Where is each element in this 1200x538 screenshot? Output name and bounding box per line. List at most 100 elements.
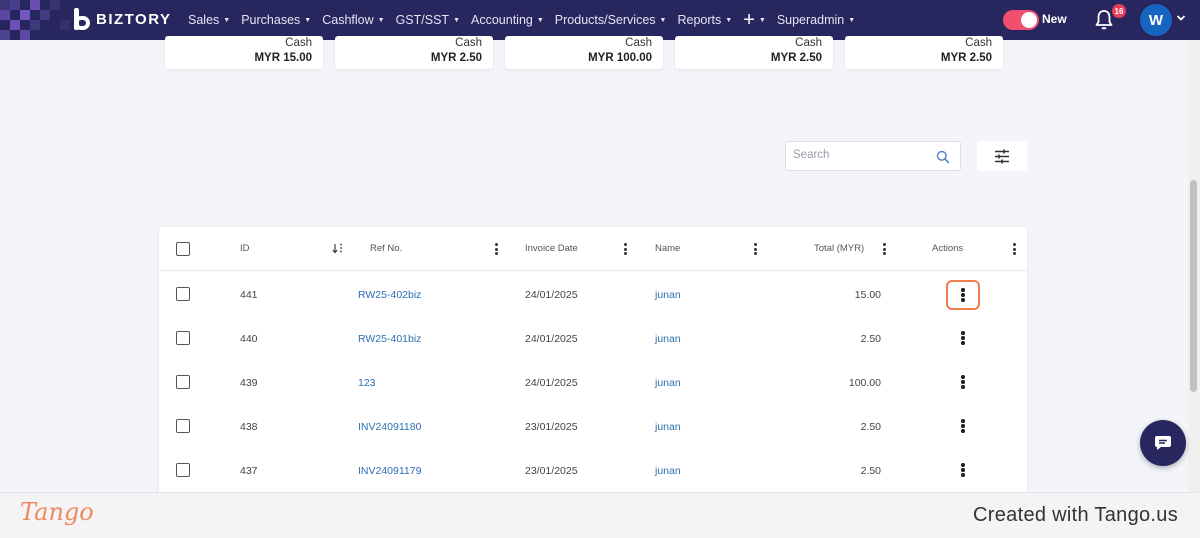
avatar[interactable]: W [1140, 4, 1172, 36]
sort-desc-icon[interactable] [332, 243, 344, 254]
cell-date: 24/01/2025 [525, 333, 578, 345]
row-checkbox[interactable] [176, 375, 190, 389]
scrollbar-thumb[interactable] [1190, 180, 1197, 392]
cell-name-link[interactable]: junan [655, 421, 681, 433]
row-checkbox[interactable] [176, 331, 190, 345]
row-actions-button[interactable] [946, 280, 980, 310]
cell-name-link[interactable]: junan [655, 333, 681, 345]
nav-superadmin[interactable]: Superadmin ▼ [777, 13, 855, 27]
column-menu-icon[interactable] [624, 243, 628, 255]
column-menu-icon[interactable] [883, 243, 887, 255]
caret-down-icon: ▼ [377, 16, 385, 24]
cell-date: 24/01/2025 [525, 377, 578, 389]
header-name[interactable]: Name [655, 243, 681, 254]
page-scrollbar[interactable] [1188, 40, 1200, 492]
tango-logo: Tango [20, 498, 94, 526]
table-row[interactable]: 441 RW25-402biz 24/01/2025 junan 15.00 [159, 272, 1027, 316]
row-checkbox[interactable] [176, 463, 190, 477]
cell-ref-link[interactable]: INV24091180 [358, 421, 422, 433]
row-actions-button[interactable] [946, 323, 980, 353]
select-all-checkbox[interactable] [176, 242, 190, 256]
cell-name-link[interactable]: junan [655, 465, 681, 477]
row-checkbox[interactable] [176, 287, 190, 301]
nav-gst-sst[interactable]: GST/SST ▼ [396, 13, 460, 27]
card-amount: MYR 100.00 [588, 52, 652, 64]
table-row[interactable]: 440 RW25-401biz 24/01/2025 junan 2.50 [159, 316, 1027, 360]
toggle-label: New [1042, 12, 1067, 26]
caret-down-icon: ▼ [659, 16, 667, 24]
caret-down-icon: ▼ [725, 16, 733, 24]
column-menu-icon[interactable] [495, 243, 499, 255]
table-row[interactable]: 439 123 24/01/2025 junan 100.00 [159, 360, 1027, 404]
cell-id: 441 [240, 289, 258, 301]
more-vertical-icon [961, 462, 965, 479]
search-box [785, 141, 961, 171]
cell-name-link[interactable]: junan [655, 289, 681, 301]
caret-down-icon: ▼ [848, 16, 856, 24]
search-input[interactable] [793, 149, 933, 161]
summary-card[interactable]: Cash MYR 15.00 [165, 36, 323, 69]
chat-button[interactable] [1140, 420, 1186, 466]
main-menu: Sales ▼ Purchases ▼ Cashflow ▼ GST/SST ▼ Acc… [188, 0, 866, 40]
table-row[interactable]: 437 INV24091179 23/01/2025 junan 2.50 [159, 448, 1027, 492]
header-invoice-date[interactable]: Invoice Date [525, 243, 578, 254]
filter-button[interactable] [977, 141, 1027, 171]
row-actions-button[interactable] [946, 367, 980, 397]
decorative-pixel-pattern [0, 0, 80, 40]
more-vertical-icon [961, 374, 965, 391]
header-id[interactable]: ID [240, 243, 250, 254]
nav-quick-add[interactable]: + ▼ [743, 10, 766, 30]
nav-purchases[interactable]: Purchases ▼ [241, 13, 311, 27]
nav-accounting[interactable]: Accounting ▼ [471, 13, 544, 27]
cell-total: 2.50 [860, 333, 881, 345]
nav-cashflow[interactable]: Cashflow ▼ [322, 13, 384, 27]
cell-name-link[interactable]: junan [655, 377, 681, 389]
invoice-table: ID Ref No. Invoice Date Name Total (MYR)… [159, 227, 1027, 497]
summary-card[interactable]: Cash MYR 100.00 [505, 36, 663, 69]
header-ref-no[interactable]: Ref No. [370, 243, 403, 254]
bell-icon[interactable] [1094, 9, 1114, 31]
chat-icon [1155, 436, 1171, 450]
new-ui-toggle[interactable] [1003, 10, 1039, 30]
cell-id: 439 [240, 377, 258, 389]
cell-ref-link[interactable]: RW25-401biz [358, 333, 422, 345]
card-amount: MYR 2.50 [770, 52, 822, 64]
column-menu-icon[interactable] [754, 243, 758, 255]
caret-down-icon: ▼ [536, 16, 544, 24]
summary-card[interactable]: Cash MYR 2.50 [335, 36, 493, 69]
row-actions-button[interactable] [946, 411, 980, 441]
sliders-icon [995, 149, 1009, 163]
nav-sales-label: Sales [188, 13, 220, 27]
search-icon[interactable] [936, 150, 950, 164]
more-vertical-icon [961, 287, 965, 304]
table-row[interactable]: 438 INV24091180 23/01/2025 junan 2.50 [159, 404, 1027, 448]
nav-reports[interactable]: Reports ▼ [677, 13, 732, 27]
cell-ref-link[interactable]: INV24091179 [358, 465, 422, 477]
summary-card[interactable]: Cash MYR 2.50 [675, 36, 833, 69]
chevron-down-icon[interactable] [1176, 13, 1186, 23]
card-label: Cash [965, 37, 992, 49]
header-total[interactable]: Total (MYR) [814, 243, 865, 254]
biztory-logo[interactable]: BIZTORY [72, 8, 172, 30]
biztory-logo-icon [72, 8, 92, 30]
row-checkbox[interactable] [176, 419, 190, 433]
table-header: ID Ref No. Invoice Date Name Total (MYR)… [159, 227, 1027, 271]
cell-id: 440 [240, 333, 258, 345]
column-menu-icon[interactable] [1013, 243, 1017, 255]
card-label: Cash [285, 37, 312, 49]
card-label: Cash [625, 37, 652, 49]
nav-sales[interactable]: Sales ▼ [188, 13, 230, 27]
card-amount: MYR 15.00 [254, 52, 312, 64]
nav-reports-label: Reports [677, 13, 722, 27]
cell-ref-link[interactable]: 123 [358, 377, 376, 389]
created-with-text: Created with Tango.us [973, 504, 1178, 526]
nav-cashflow-label: Cashflow [322, 13, 374, 27]
row-actions-button[interactable] [946, 455, 980, 485]
nav-products-services[interactable]: Products/Services ▼ [555, 13, 667, 27]
cell-ref-link[interactable]: RW25-402biz [358, 289, 422, 301]
card-amount: MYR 2.50 [940, 52, 992, 64]
nav-purchases-label: Purchases [241, 13, 301, 27]
summary-card[interactable]: Cash MYR 2.50 [845, 36, 1003, 69]
cell-id: 437 [240, 465, 258, 477]
caret-down-icon: ▼ [453, 16, 460, 24]
